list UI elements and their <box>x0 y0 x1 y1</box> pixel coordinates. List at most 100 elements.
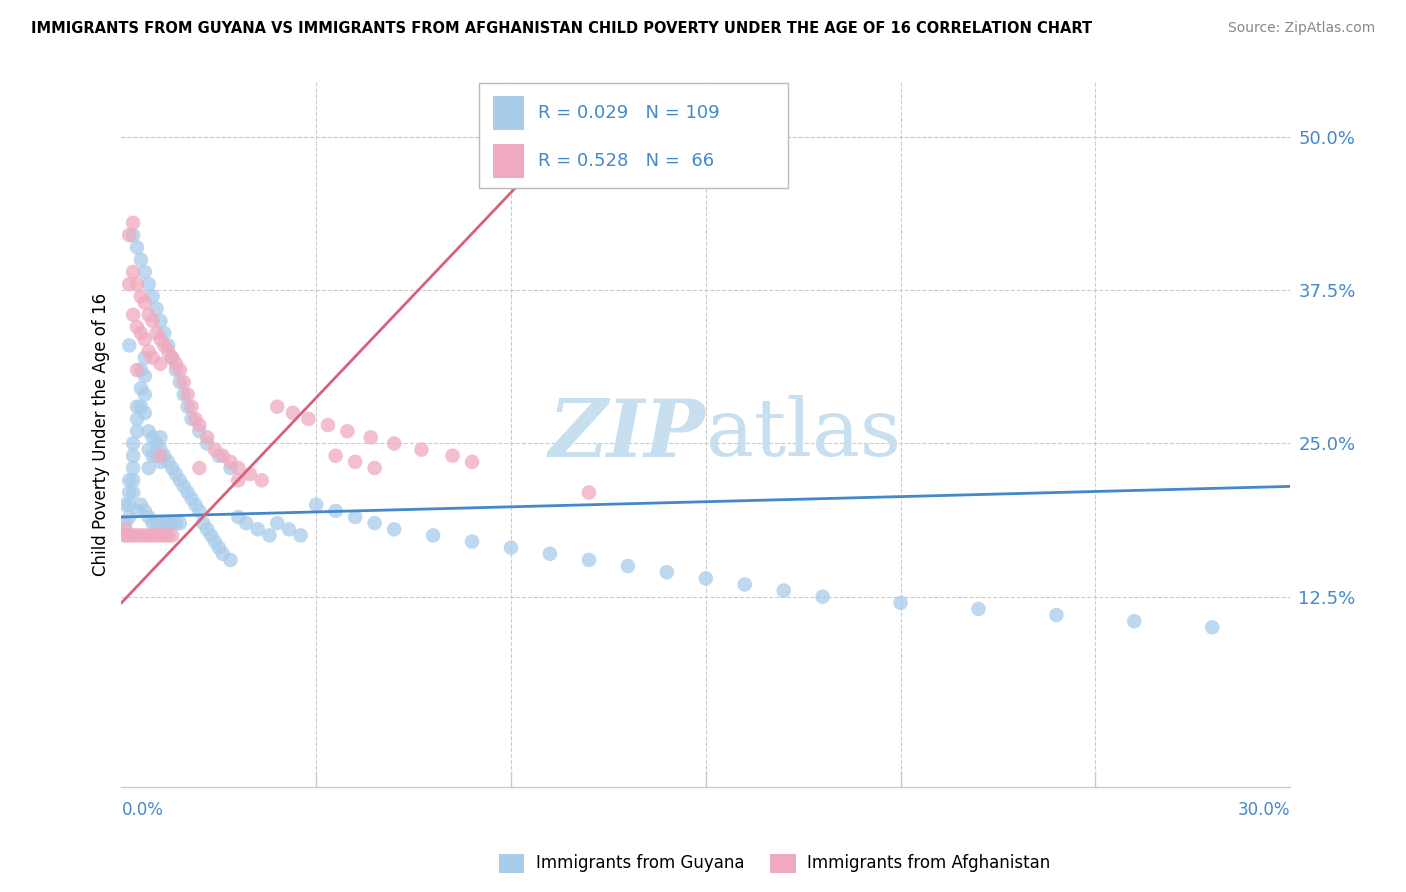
Point <box>176 485 198 500</box>
Point <box>134 369 156 384</box>
Point <box>188 418 211 433</box>
Point <box>145 516 167 530</box>
Point <box>441 449 464 463</box>
Point <box>153 338 176 352</box>
Point <box>363 461 385 475</box>
Point <box>772 583 794 598</box>
Point <box>226 473 249 487</box>
Point <box>184 498 207 512</box>
Point <box>188 424 211 438</box>
Point <box>114 528 136 542</box>
Point <box>169 473 191 487</box>
Point <box>145 301 167 316</box>
Point <box>219 461 242 475</box>
Point <box>204 442 226 457</box>
Point <box>259 528 281 542</box>
Point <box>142 314 165 328</box>
Point <box>499 541 522 555</box>
Point <box>266 516 288 530</box>
Point <box>125 240 148 254</box>
Text: 0.0%: 0.0% <box>121 801 163 820</box>
Point <box>538 547 561 561</box>
Point <box>363 516 385 530</box>
Point <box>173 375 195 389</box>
Point <box>138 442 160 457</box>
Point <box>250 473 273 487</box>
Point <box>160 461 183 475</box>
Point <box>382 522 405 536</box>
Point <box>125 504 148 518</box>
Point <box>157 344 180 359</box>
Point <box>149 357 172 371</box>
Text: IMMIGRANTS FROM GUYANA VS IMMIGRANTS FROM AFGHANISTAN CHILD POVERTY UNDER THE AG: IMMIGRANTS FROM GUYANA VS IMMIGRANTS FRO… <box>31 21 1092 36</box>
Point <box>160 351 183 365</box>
Point <box>695 571 717 585</box>
Point <box>890 596 912 610</box>
Point <box>129 528 152 542</box>
Point <box>134 295 156 310</box>
Point <box>169 363 191 377</box>
Point <box>149 332 172 346</box>
Point <box>129 289 152 303</box>
Point <box>118 338 141 352</box>
Text: R = 0.029   N = 109: R = 0.029 N = 109 <box>538 104 720 122</box>
Point <box>122 461 145 475</box>
Point <box>125 424 148 438</box>
Point <box>281 406 304 420</box>
Text: Immigrants from Afghanistan: Immigrants from Afghanistan <box>807 855 1050 872</box>
Point <box>208 541 231 555</box>
Point <box>169 375 191 389</box>
Point <box>153 528 176 542</box>
Point <box>157 338 180 352</box>
Point <box>290 528 312 542</box>
Text: Source: ZipAtlas.com: Source: ZipAtlas.com <box>1227 21 1375 35</box>
Point <box>188 461 211 475</box>
Point <box>1123 614 1146 628</box>
Point <box>153 326 176 341</box>
Point <box>578 485 600 500</box>
Point <box>122 473 145 487</box>
Point <box>246 522 269 536</box>
Point <box>125 400 148 414</box>
Point <box>118 485 141 500</box>
Point <box>122 265 145 279</box>
Point <box>142 528 165 542</box>
Point <box>134 351 156 365</box>
Point <box>122 436 145 450</box>
Point <box>344 510 367 524</box>
Point <box>157 528 180 542</box>
Point <box>149 449 172 463</box>
Point <box>297 412 319 426</box>
Point <box>344 455 367 469</box>
Point <box>138 344 160 359</box>
Point <box>461 534 484 549</box>
Point <box>145 436 167 450</box>
Point <box>173 387 195 401</box>
Point <box>122 216 145 230</box>
Point <box>118 277 141 292</box>
Point <box>176 400 198 414</box>
Point <box>305 498 328 512</box>
Point <box>114 522 136 536</box>
Point <box>118 473 141 487</box>
Point <box>149 442 172 457</box>
Point <box>382 436 405 450</box>
Point <box>325 449 347 463</box>
Point <box>149 516 172 530</box>
Point <box>122 308 145 322</box>
Point <box>122 485 145 500</box>
Point <box>219 455 242 469</box>
Point <box>129 381 152 395</box>
Y-axis label: Child Poverty Under the Age of 16: Child Poverty Under the Age of 16 <box>93 293 110 576</box>
Point <box>188 504 211 518</box>
Point <box>208 449 231 463</box>
Point <box>129 252 152 267</box>
Point <box>142 430 165 444</box>
Text: atlas: atlas <box>706 395 901 474</box>
Point <box>173 479 195 493</box>
Point <box>316 418 339 433</box>
Point <box>149 430 172 444</box>
Point <box>193 516 215 530</box>
Point <box>336 424 359 438</box>
Point <box>180 412 202 426</box>
